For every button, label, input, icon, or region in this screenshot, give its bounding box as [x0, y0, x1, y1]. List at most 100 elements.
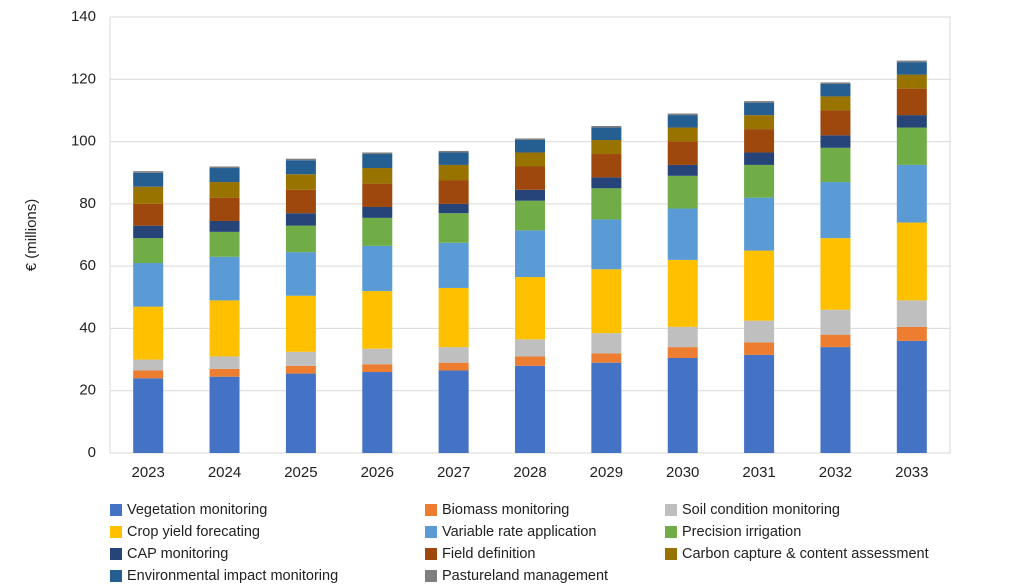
bar-segment — [515, 339, 545, 357]
bar-segment — [515, 140, 545, 153]
bar-segment — [591, 362, 622, 453]
bar-segment — [285, 252, 316, 296]
legend-swatch — [110, 504, 122, 516]
bar-segment — [133, 263, 164, 307]
bar-segment — [515, 277, 545, 340]
x-tick-label: 2027 — [437, 464, 470, 481]
bar-segment — [896, 222, 927, 301]
bar-segment — [362, 154, 393, 169]
bar-segment — [820, 135, 851, 148]
bar-segment — [896, 115, 927, 128]
bar-segment — [667, 358, 698, 453]
bar-segment — [438, 203, 469, 214]
bar-segment — [591, 188, 622, 220]
bar-segment — [515, 166, 545, 190]
bar-segment — [438, 152, 469, 165]
bar-segment — [438, 180, 469, 204]
bar-segment — [667, 175, 698, 209]
x-tick-label: 2025 — [284, 464, 317, 481]
bar-segment — [744, 101, 775, 103]
bar-segment — [515, 138, 545, 141]
bar-segment — [209, 356, 240, 369]
bar-segment — [820, 334, 851, 348]
legend-label: Variable rate application — [442, 524, 597, 540]
bar-segment — [362, 245, 393, 292]
bar-segment — [362, 152, 393, 155]
bar-segment — [515, 230, 545, 278]
bar-segment — [591, 269, 622, 334]
legend-swatch — [425, 526, 437, 538]
legend-label: Vegetation monitoring — [127, 502, 267, 518]
bar-segment — [209, 231, 240, 257]
legend: Vegetation monitoring Biomass monitoring S… — [110, 502, 929, 584]
bar-segment — [285, 174, 316, 190]
legend-label: Environmental impact monitoring — [127, 568, 338, 584]
x-tick-label: 2026 — [361, 464, 394, 481]
bar-segment — [438, 287, 469, 348]
bar-segment — [896, 340, 927, 453]
bar-segment — [820, 309, 851, 335]
bar-segment — [515, 152, 545, 167]
bar-segment — [667, 113, 698, 116]
bar-segment — [820, 83, 851, 97]
bar-segment — [133, 378, 164, 453]
y-tick-label: 120 — [71, 70, 96, 87]
bar-segment — [820, 82, 851, 84]
bar-segment — [209, 300, 240, 357]
bar-segment — [744, 342, 775, 355]
bar-segment — [667, 164, 698, 176]
bar-segment — [209, 182, 240, 198]
bar-segment — [285, 295, 316, 352]
bar-segment — [820, 96, 851, 111]
bar-segment — [438, 242, 469, 288]
bar-segment — [820, 182, 851, 239]
bar-segment — [209, 256, 240, 301]
bar-segment — [133, 238, 164, 264]
bar-segment — [362, 168, 393, 184]
bar-segment — [820, 110, 851, 136]
bar-segment — [591, 126, 622, 128]
legend-swatch — [425, 548, 437, 560]
bar-segment — [667, 127, 698, 142]
bar-segment — [438, 370, 469, 453]
bar-segment — [896, 60, 927, 63]
bar-segment — [515, 189, 545, 201]
bar-segment — [591, 154, 622, 178]
x-tick-label: 2031 — [742, 464, 775, 481]
y-tick-label: 140 — [71, 8, 96, 25]
bar-segment — [591, 177, 622, 189]
bar-segment — [285, 160, 316, 175]
bar-segment — [133, 172, 164, 187]
bar-segment — [744, 197, 775, 251]
bar-segment — [744, 115, 775, 130]
bar-segment — [744, 354, 775, 453]
legend-swatch — [110, 548, 122, 560]
y-tick-label: 40 — [79, 319, 96, 336]
bar-segment — [667, 115, 698, 128]
x-tick-label: 2030 — [666, 464, 699, 481]
legend-label: Soil condition monitoring — [682, 502, 840, 518]
x-tick-label: 2024 — [208, 464, 241, 481]
bar-segment — [362, 206, 393, 218]
bar-segment — [896, 300, 927, 327]
bar-segment — [667, 141, 698, 165]
bar-segment — [896, 74, 927, 89]
bar-segment — [591, 219, 622, 270]
bar-segment — [285, 158, 316, 161]
bar-segment — [667, 347, 698, 359]
bar-segment — [744, 129, 775, 153]
legend-label: Pastureland management — [442, 568, 608, 584]
bar-segment — [591, 353, 622, 363]
bar-segment — [133, 186, 164, 204]
y-tick-label: 100 — [71, 133, 96, 150]
bar-segment — [820, 347, 851, 453]
bar-segment — [133, 370, 164, 379]
bar-segment — [285, 189, 316, 214]
bar-segment — [209, 166, 240, 169]
bar-segment — [285, 225, 316, 253]
bar-segment — [362, 372, 393, 453]
bar-segment — [744, 320, 775, 343]
legend-label: CAP monitoring — [127, 546, 228, 562]
bar-segment — [744, 152, 775, 165]
